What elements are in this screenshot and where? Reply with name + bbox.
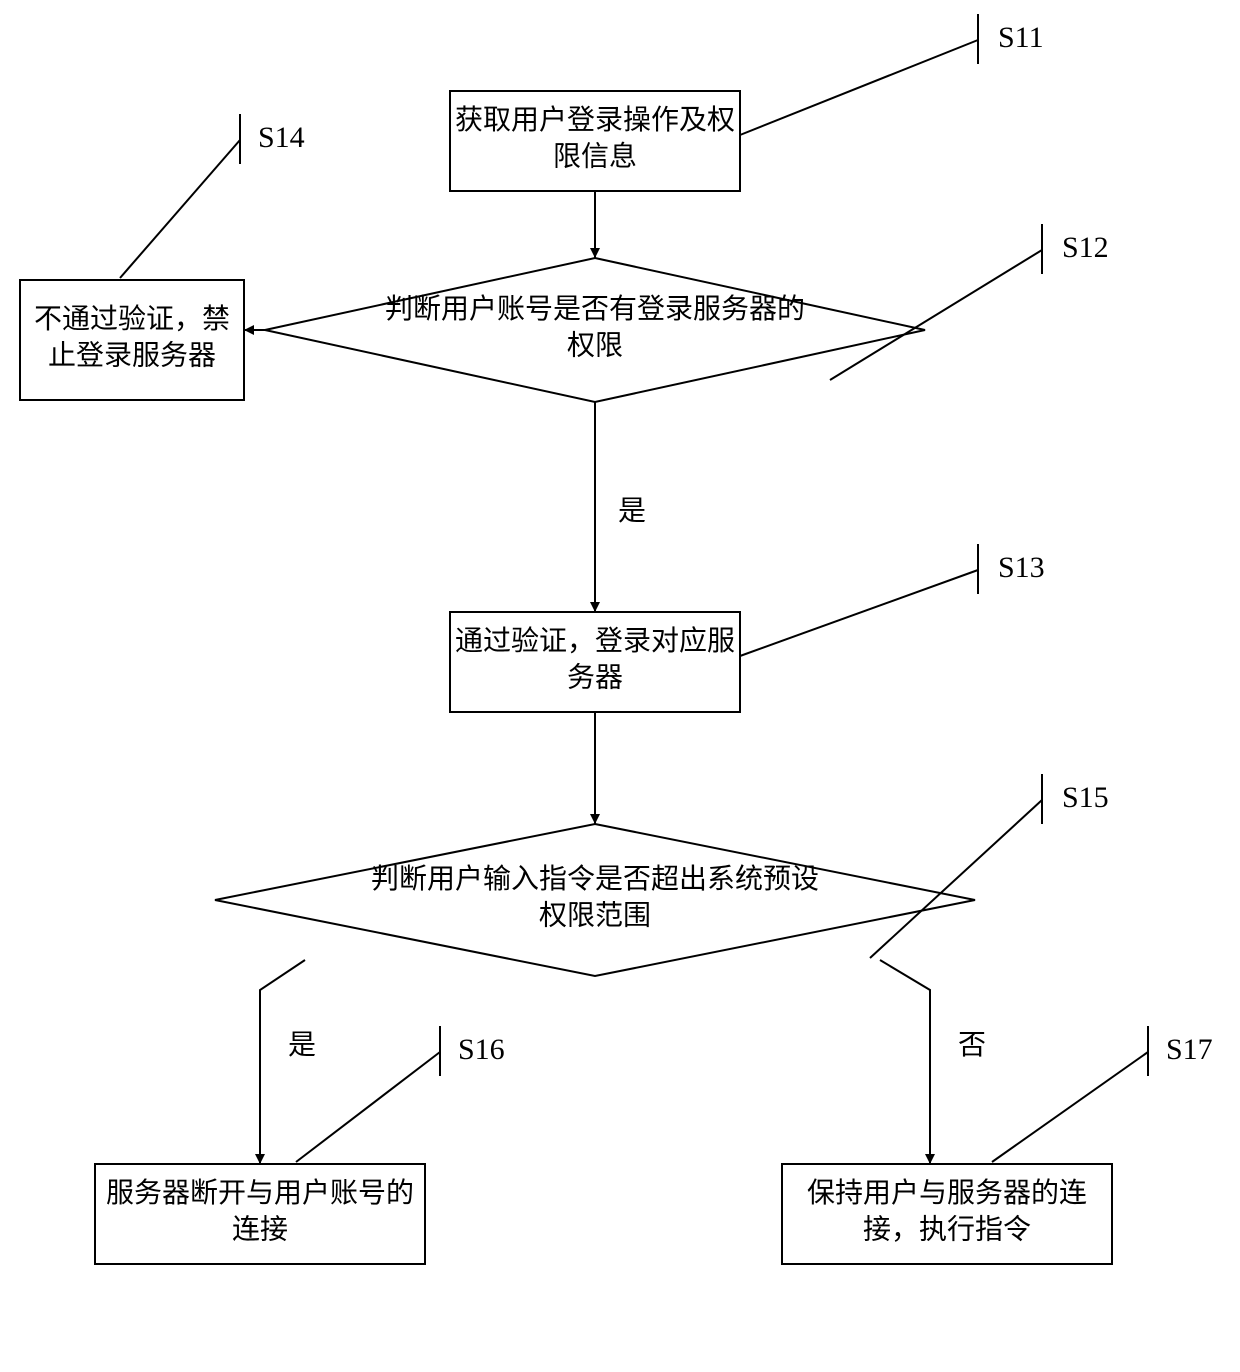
callout-line-s14 xyxy=(120,140,240,278)
step-label-s14: S14 xyxy=(258,121,305,154)
edge-s15-s16 xyxy=(260,960,305,1164)
step-label-s11: S11 xyxy=(998,21,1044,54)
callout-line-s12 xyxy=(830,250,1042,380)
node-text-s14-1: 止登录服务器 xyxy=(48,340,216,372)
node-text-s15-1: 权限范围 xyxy=(539,900,651,932)
node-text-s13-1: 务器 xyxy=(567,662,623,694)
edge-label-s15-s16: 是 xyxy=(288,1030,316,1061)
node-text-s13-0: 通过验证，登录对应服 xyxy=(455,625,735,657)
edge-label-s15-s17: 否 xyxy=(958,1030,986,1061)
node-text-s11-0: 获取用户登录操作及权 xyxy=(455,104,735,136)
edge-label-s12-s13: 是 xyxy=(618,496,646,527)
node-text-s15-0: 判断用户输入指令是否超出系统预设 xyxy=(371,863,819,895)
callout-line-s13 xyxy=(740,570,978,656)
callout-line-s17 xyxy=(992,1052,1148,1162)
node-text-s14-0: 不通过验证，禁 xyxy=(34,303,230,335)
step-label-s17: S17 xyxy=(1166,1033,1213,1066)
node-text-s11-1: 限信息 xyxy=(553,141,637,173)
step-label-s13: S13 xyxy=(998,551,1045,584)
step-label-s15: S15 xyxy=(1062,781,1109,814)
callout-line-s16 xyxy=(296,1052,440,1162)
step-label-s12: S12 xyxy=(1062,231,1109,264)
node-text-s16-1: 连接 xyxy=(232,1214,288,1246)
node-text-s16-0: 服务器断开与用户账号的 xyxy=(106,1177,414,1209)
node-text-s12-1: 权限 xyxy=(567,330,623,362)
node-text-s17-0: 保持用户与服务器的连 xyxy=(807,1177,1087,1209)
node-text-s17-1: 接，执行指令 xyxy=(863,1214,1031,1246)
edge-s15-s17 xyxy=(880,960,930,1164)
node-text-s12-0: 判断用户账号是否有登录服务器的 xyxy=(385,293,805,325)
callout-line-s11 xyxy=(740,40,978,135)
step-label-s16: S16 xyxy=(458,1033,505,1066)
callout-line-s15 xyxy=(870,800,1042,958)
